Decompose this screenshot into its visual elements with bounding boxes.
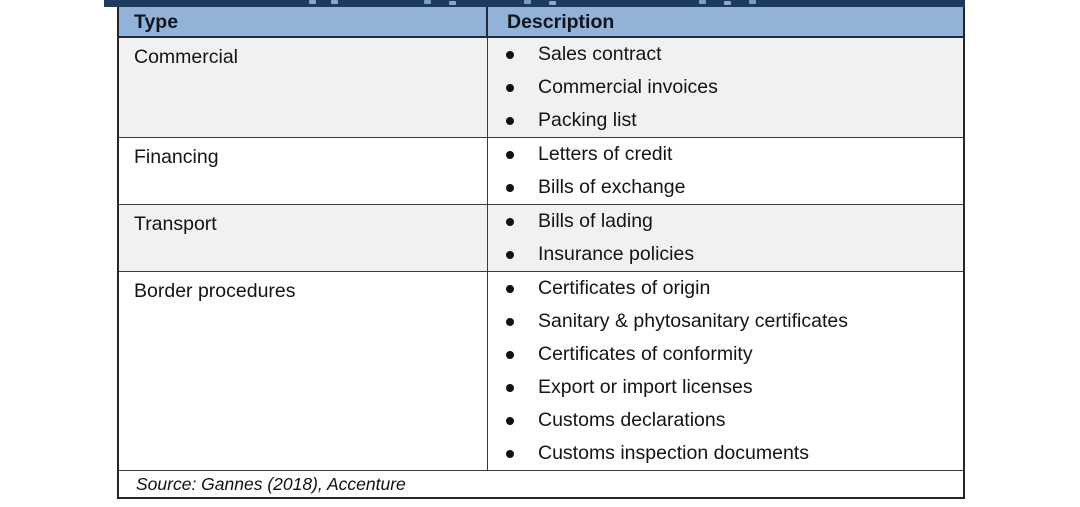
bullet-icon — [506, 284, 514, 293]
bullet-icon — [506, 383, 514, 392]
description-item: Certificates of origin — [506, 272, 959, 305]
bullet-icon — [506, 116, 514, 125]
description-item: Bills of lading — [506, 205, 959, 238]
description-item: Bills of exchange — [506, 171, 959, 204]
table-body: Commercial Sales contract Commercial invo… — [119, 38, 963, 470]
cropped-text-remnant — [309, 0, 316, 4]
row-items: Sales contract Commercial invoices Packing… — [506, 38, 959, 137]
bullet-icon — [506, 449, 514, 458]
row-description-cell: Letters of credit Bills of exchange — [488, 138, 963, 204]
description-item-text: Packing list — [538, 109, 637, 131]
description-item-text: Letters of credit — [538, 143, 673, 165]
description-item: Sanitary & phytosanitary certificates — [506, 305, 959, 338]
row-description-cell: Sales contract Commercial invoices Packing… — [488, 38, 963, 137]
source-citation: Source: Gannes (2018), Accenture — [136, 474, 406, 494]
bullet-icon — [506, 250, 514, 259]
bullet-icon — [506, 183, 514, 192]
bullet-icon — [506, 350, 514, 359]
row-type-label: Transport — [119, 205, 488, 271]
description-item: Packing list — [506, 104, 959, 137]
row-items: Bills of lading Insurance policies — [506, 205, 959, 271]
description-item: Sales contract — [506, 38, 959, 71]
description-item: Customs inspection documents — [506, 437, 959, 470]
column-header-description: Description — [507, 11, 615, 33]
table-row: Border procedures Certificates of origin… — [119, 271, 963, 470]
description-item-text: Bills of lading — [538, 210, 653, 232]
description-item-text: Sales contract — [538, 43, 662, 65]
bullet-icon — [506, 217, 514, 226]
table-header-row: Type Description — [119, 7, 963, 38]
description-item-text: Certificates of conformity — [538, 343, 753, 365]
bullet-icon — [506, 416, 514, 425]
description-item-text: Customs inspection documents — [538, 442, 809, 464]
description-item-text: Commercial invoices — [538, 76, 718, 98]
description-item: Export or import licenses — [506, 371, 959, 404]
row-description-cell: Certificates of origin Sanitary & phytosa… — [488, 272, 963, 470]
description-item-text: Sanitary & phytosanitary certificates — [538, 310, 848, 332]
description-item-text: Bills of exchange — [538, 176, 686, 198]
row-type-label: Financing — [119, 138, 488, 204]
bullet-icon — [506, 83, 514, 92]
description-item-text: Certificates of origin — [538, 277, 711, 299]
description-item-text: Export or import licenses — [538, 376, 753, 398]
bullet-icon — [506, 317, 514, 326]
row-items: Certificates of origin Sanitary & phytosa… — [506, 272, 959, 470]
table-row: Financing Letters of credit Bills of exch… — [119, 137, 963, 204]
description-item-text: Customs declarations — [538, 409, 726, 431]
column-header-type: Type — [119, 7, 488, 36]
description-item: Customs declarations — [506, 404, 959, 437]
bullet-icon — [506, 150, 514, 159]
table-source-row: Source: Gannes (2018), Accenture — [119, 470, 963, 497]
row-items: Letters of credit Bills of exchange — [506, 138, 959, 204]
table-row: Commercial Sales contract Commercial invo… — [119, 38, 963, 137]
bullet-icon — [506, 50, 514, 59]
description-item-text: Insurance policies — [538, 243, 695, 265]
row-type-label: Commercial — [119, 38, 488, 137]
description-item: Commercial invoices — [506, 71, 959, 104]
cropped-title-banner — [104, 0, 965, 7]
row-description-cell: Bills of lading Insurance policies — [488, 205, 963, 271]
row-type-label: Border procedures — [119, 272, 488, 470]
description-item: Certificates of conformity — [506, 338, 959, 371]
description-item: Insurance policies — [506, 238, 959, 271]
document-types-table: Type Description Commercial Sales contra… — [117, 5, 965, 499]
description-item: Letters of credit — [506, 138, 959, 171]
table-row: Transport Bills of lading Insurance polic… — [119, 204, 963, 271]
